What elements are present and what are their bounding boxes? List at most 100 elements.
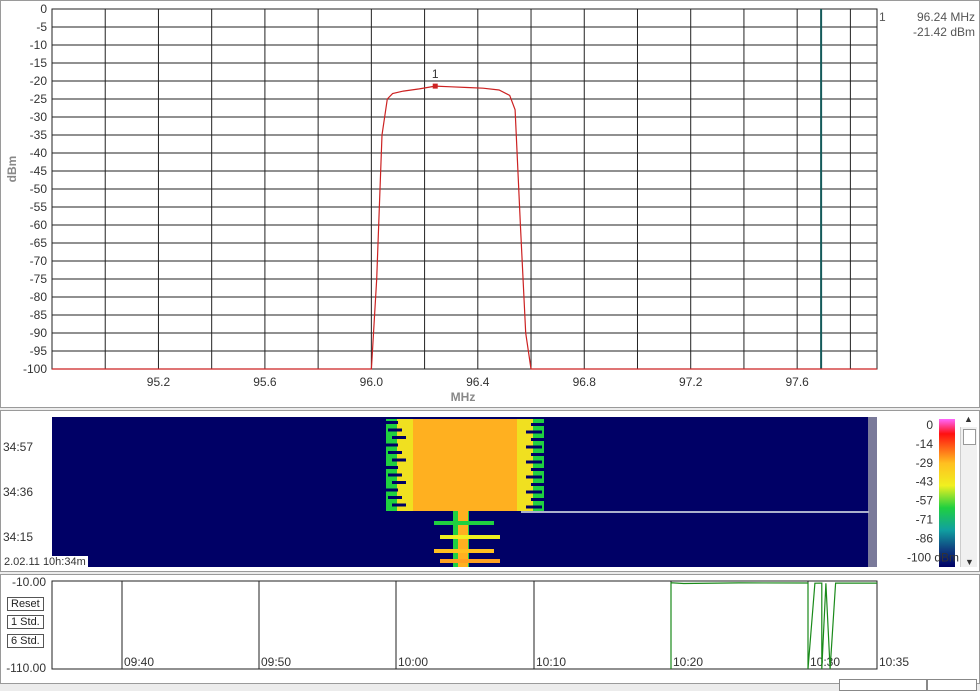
history-time-label: 09:50 — [261, 655, 291, 669]
one-std-button[interactable]: 1 Std. — [7, 615, 44, 629]
waterfall-edge-noise — [531, 498, 547, 501]
waterfall-time-label: 34:15 — [3, 530, 33, 544]
y-tick-label: -95 — [30, 344, 48, 358]
marker-index: 1 — [879, 10, 886, 24]
waterfall-panel: 34:57 34:36 34:15 0 -14 -29 -43 -57 -71 -86 -100 d… — [0, 410, 980, 572]
history-time-label: 09:40 — [124, 655, 154, 669]
y-tick-label: -75 — [30, 272, 48, 286]
history-time-label: 10:20 — [673, 655, 703, 669]
colorbar-scrollbar[interactable]: ▼ — [960, 427, 977, 567]
history-ymax-label: -10.00 — [12, 575, 46, 589]
waterfall-timestamp: 2.02.11 10h:34m — [2, 556, 88, 568]
waterfall-time-label: 34:36 — [3, 485, 33, 499]
history-time-label: 10:00 — [398, 655, 428, 669]
y-tick-label: -20 — [30, 74, 48, 88]
y-tick-label: -5 — [36, 20, 47, 34]
waterfall-edge-noise — [531, 483, 547, 486]
waterfall-edge-noise — [531, 468, 547, 471]
x-tick-label: 97.2 — [679, 375, 703, 389]
waterfall-edge-noise — [392, 458, 406, 462]
history-plot-area — [51, 580, 878, 670]
waterfall-trail-burst — [434, 521, 494, 525]
waterfall-edge-noise — [526, 445, 542, 449]
waterfall-edge-noise — [526, 505, 542, 509]
x-tick-label: 96.0 — [360, 375, 384, 389]
waterfall-edge-noise — [388, 473, 402, 477]
waterfall-trail-burst — [434, 549, 494, 553]
six-std-button[interactable]: 6 Std. — [7, 634, 44, 648]
waterfall-trail-burst — [440, 559, 500, 563]
y-tick-label: -45 — [30, 164, 48, 178]
colorbar-label: -100 dBm — [907, 550, 959, 564]
spectrum-trace — [52, 85, 877, 370]
waterfall-edge-noise — [384, 443, 398, 447]
marker-point — [432, 83, 438, 89]
colorbar-label: -57 — [916, 494, 934, 508]
colorbar-label: -29 — [916, 456, 934, 470]
waterfall-trail-burst — [440, 535, 500, 539]
y-tick-label: -30 — [30, 110, 48, 124]
waterfall-edge-noise — [392, 503, 406, 507]
y-tick-label: -35 — [30, 128, 48, 142]
x-tick-label: 96.4 — [466, 375, 490, 389]
waterfall-edge-noise — [384, 421, 398, 424]
waterfall-edge-noise — [526, 460, 542, 464]
reset-button[interactable]: Reset — [7, 597, 44, 611]
colorbar — [939, 419, 955, 567]
colorbar-label: -86 — [916, 531, 934, 545]
y-tick-label: -85 — [30, 308, 48, 322]
x-axis-label: MHz — [451, 390, 476, 404]
waterfall-edge-noise — [531, 423, 547, 426]
marker-frequency: 96.24 MHz — [916, 10, 975, 24]
history-time-label: 10:30 — [810, 655, 840, 669]
history-ymin-label: -110.00 — [6, 661, 46, 675]
waterfall-display[interactable]: 34:57 34:36 34:15 0 -14 -29 -43 -57 -71 -86 -100 d… — [1, 411, 980, 573]
spectrum-chart[interactable]: 0 -5 -10 -15 -20 -25 -30 -35 -40 -45 -50 -55 -60 -65 -… — [1, 1, 980, 409]
marker-level: -21.42 dBm — [912, 25, 975, 39]
colorbar-label: -14 — [916, 437, 934, 451]
waterfall-edge-noise — [388, 451, 402, 454]
scrollbar-thumb[interactable] — [963, 429, 976, 445]
x-tick-label: 97.6 — [785, 375, 809, 389]
y-tick-label: -50 — [30, 182, 48, 196]
history-trace — [670, 582, 877, 670]
scroll-up-icon[interactable]: ▲ — [964, 414, 973, 424]
history-time-label: 10:35 — [879, 655, 909, 669]
waterfall-edge-noise — [392, 481, 406, 484]
colorbar-label: 0 — [926, 418, 933, 432]
waterfall-edge — [868, 417, 877, 567]
waterfall-edge-noise — [392, 436, 406, 439]
status-field — [839, 679, 927, 691]
waterfall-edge-noise — [531, 438, 547, 441]
x-tick-label: 95.6 — [253, 375, 277, 389]
waterfall-edge-noise — [384, 466, 398, 469]
waterfall-edge-noise — [526, 475, 542, 479]
waterfall-edge-noise — [531, 453, 547, 456]
history-chart[interactable]: 09:40 09:50 10:00 10:10 10:20 10:30 10:35 -10.0… — [1, 575, 980, 685]
y-tick-label: -10 — [30, 38, 48, 52]
y-tick-label: -70 — [30, 254, 48, 268]
waterfall-edge-noise — [384, 488, 398, 492]
spectrum-panel: 0 -5 -10 -15 -20 -25 -30 -35 -40 -45 -50 -55 -60 -65 -… — [0, 0, 980, 408]
history-panel: 09:40 09:50 10:00 10:10 10:20 10:30 10:35 -10.0… — [0, 574, 980, 691]
waterfall-signal-hot — [413, 419, 517, 511]
waterfall-edge-noise — [388, 496, 402, 499]
y-tick-label: -40 — [30, 146, 48, 160]
waterfall-time-label: 34:57 — [3, 440, 33, 454]
y-tick-label: 0 — [40, 2, 47, 16]
y-tick-label: -80 — [30, 290, 48, 304]
x-tick-label: 95.2 — [147, 375, 171, 389]
y-tick-label: -25 — [30, 92, 48, 106]
y-tick-label: -55 — [30, 200, 48, 214]
waterfall-edge-noise — [526, 490, 542, 494]
waterfall-edge-noise — [526, 430, 542, 434]
history-time-label: 10:10 — [536, 655, 566, 669]
x-tick-label: 96.8 — [573, 375, 597, 389]
colorbar-label: -71 — [916, 513, 934, 527]
scroll-down-icon[interactable]: ▼ — [965, 557, 974, 567]
y-tick-label: -100 — [23, 362, 47, 376]
y-axis-label: dBm — [5, 156, 19, 183]
waterfall-edge-noise — [388, 428, 402, 432]
y-tick-label: -60 — [30, 218, 48, 232]
y-tick-label: -65 — [30, 236, 48, 250]
